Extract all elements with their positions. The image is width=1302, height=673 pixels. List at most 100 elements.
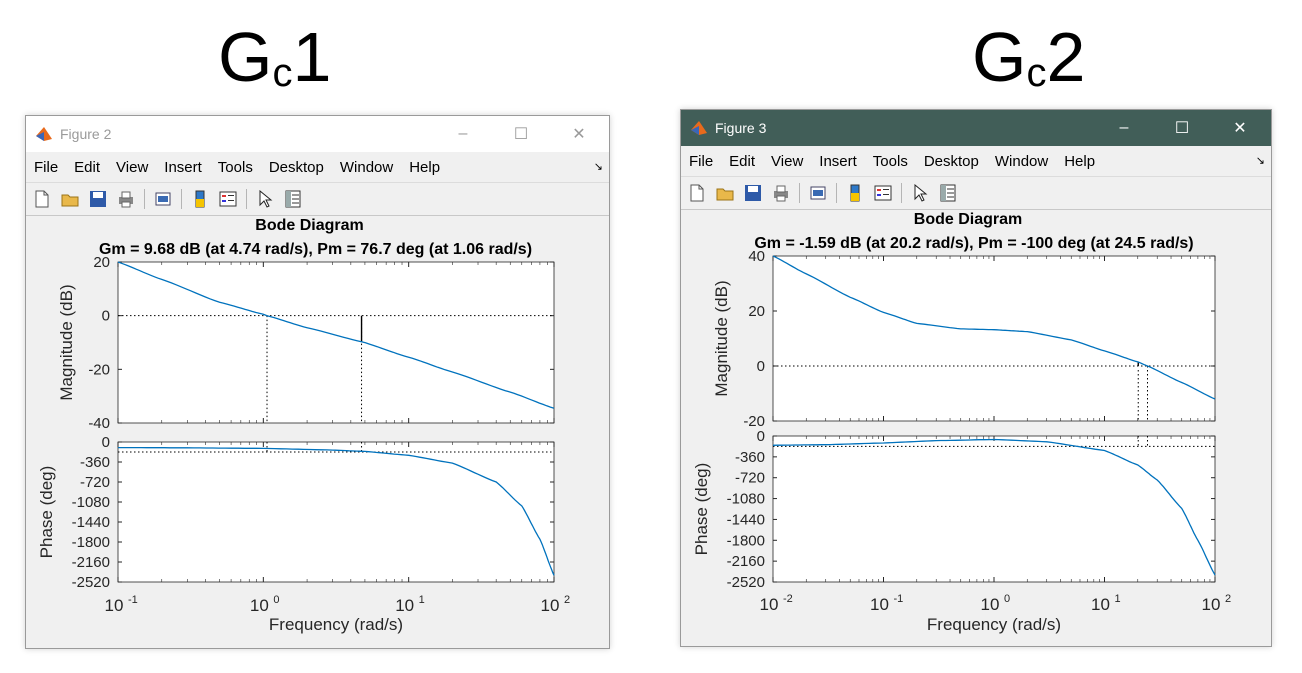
menu-file[interactable]: File [689, 152, 714, 170]
print-preview-icon[interactable] [808, 183, 828, 203]
dock-arrow-icon[interactable]: ↘ [1255, 155, 1265, 167]
xtick-exponent: 2 [564, 594, 570, 606]
phase-ytick-label: -1440 [72, 514, 110, 531]
menu-edit[interactable]: Edit [729, 152, 756, 170]
phase-ytick-label: -360 [735, 449, 765, 466]
xtick-label: 10 [870, 595, 889, 614]
menu-insert[interactable]: Insert [164, 158, 202, 176]
magnitude-ytick-label: 20 [93, 254, 110, 271]
xtick-exponent: -1 [128, 594, 138, 606]
xtick-label: 10 [981, 595, 1000, 614]
xaxis-label: Frequency (rad/s) [927, 615, 1061, 634]
open-folder-icon[interactable] [60, 189, 80, 209]
property-inspector-icon[interactable] [283, 189, 303, 209]
print-icon[interactable] [116, 189, 136, 209]
magnitude-ytick-label: -20 [743, 413, 765, 430]
save-icon[interactable] [88, 189, 108, 209]
menu-window[interactable]: Window [339, 158, 394, 176]
minimize-icon[interactable]: – [1119, 119, 1129, 136]
toolbar-separator [144, 189, 145, 209]
save-icon[interactable] [743, 183, 763, 203]
colorbar-icon[interactable] [845, 183, 865, 203]
open-folder-icon[interactable] [715, 183, 735, 203]
menu-tools[interactable]: Tools [872, 152, 908, 170]
xtick-label: 10 [1202, 595, 1221, 614]
menu-tools[interactable]: Tools [217, 158, 253, 176]
colorbar-icon[interactable] [190, 189, 210, 209]
magnitude-ytick-label: 40 [748, 248, 765, 265]
phase-ytick-label: -1080 [72, 494, 110, 511]
menu-view[interactable]: View [771, 152, 804, 170]
chart-title: Bode Diagram [914, 211, 1022, 228]
phase-ytick-label: -2520 [72, 574, 110, 591]
close-icon[interactable]: ✕ [1233, 120, 1247, 137]
phase-ytick-label: -1800 [72, 534, 110, 551]
close-icon[interactable]: ✕ [572, 126, 586, 143]
menu-edit[interactable]: Edit [74, 158, 101, 176]
menu-desktop[interactable]: Desktop [268, 158, 324, 176]
dock-arrow-icon[interactable]: ↘ [593, 161, 603, 173]
phase-curve [772, 438, 1216, 576]
caption-gc2: Gc2 [972, 22, 1085, 93]
chart-subtitle: Gm = 9.68 dB (at 4.74 rad/s), Pm = 76.7 … [99, 241, 532, 258]
phase-ytick-label: -720 [735, 470, 765, 487]
magnitude-ytick-label: 0 [102, 308, 110, 325]
menu-view[interactable]: View [116, 158, 149, 176]
phase-axes [772, 435, 1216, 583]
caption-gc1-num: 1 [292, 18, 332, 96]
phase-ytick-label: -720 [80, 474, 110, 491]
menu-help[interactable]: Help [1064, 152, 1096, 170]
new-file-icon[interactable] [32, 189, 52, 209]
magnitude-curve [772, 255, 1216, 400]
window-title: Figure 2 [60, 126, 112, 142]
phase-ytick-label: -360 [80, 454, 110, 471]
legend-icon[interactable] [873, 183, 893, 203]
magnitude-ytick-label: 0 [757, 358, 765, 375]
toolbar-separator [836, 183, 837, 203]
pointer-icon[interactable] [910, 183, 930, 203]
title-bar[interactable]: Figure 2 – ☐ ✕ [26, 116, 609, 152]
menu-window[interactable]: Window [994, 152, 1049, 170]
magnitude-ytick-label: -20 [88, 361, 110, 378]
xtick-label: 10 [105, 596, 124, 615]
phase-ytick-label: -2160 [727, 553, 765, 570]
caption-gc1: Gc1 [218, 22, 331, 93]
figure-window-3[interactable]: Figure 3 – ☐ ✕ File Edit View Insert Tools De… [680, 109, 1272, 647]
xtick-exponent: 0 [1004, 593, 1010, 605]
caption-gc1-sub: c [272, 50, 293, 95]
menu-file[interactable]: File [34, 158, 59, 176]
pointer-icon[interactable] [255, 189, 275, 209]
magnitude-ytick-label: 20 [748, 303, 765, 320]
caption-gc2-num: 2 [1046, 18, 1086, 96]
print-icon[interactable] [771, 183, 791, 203]
phase-ytick-label: 0 [757, 428, 765, 445]
title-bar[interactable]: Figure 3 – ☐ ✕ [681, 110, 1271, 146]
phase-ytick-label: -1440 [727, 511, 765, 528]
magnitude-ylabel: Magnitude (dB) [712, 280, 731, 396]
magnitude-axes [117, 261, 555, 424]
matlab-logo-icon [691, 121, 707, 135]
bode-plot: Bode Diagram Gm = 9.68 dB (at 4.74 rad/s)… [37, 217, 570, 634]
caption-gc2-sub: c [1026, 50, 1047, 95]
phase-ytick-label: -1800 [727, 532, 765, 549]
new-file-icon[interactable] [687, 183, 707, 203]
xtick-exponent: -1 [894, 593, 904, 605]
xtick-exponent: 1 [419, 594, 425, 606]
xtick-label: 10 [760, 595, 779, 614]
print-preview-icon[interactable] [153, 189, 173, 209]
phase-ylabel: Phase (deg) [37, 466, 56, 559]
chart-title: Bode Diagram [255, 217, 363, 234]
maximize-icon[interactable]: ☐ [513, 126, 529, 143]
xtick-label: 10 [395, 596, 414, 615]
legend-icon[interactable] [218, 189, 238, 209]
maximize-icon[interactable]: ☐ [1174, 120, 1190, 137]
phase-ytick-label: -2160 [72, 554, 110, 571]
window-title: Figure 3 [715, 120, 767, 136]
minimize-icon[interactable]: – [458, 125, 468, 142]
menu-desktop[interactable]: Desktop [923, 152, 979, 170]
property-inspector-icon[interactable] [938, 183, 958, 203]
menu-insert[interactable]: Insert [819, 152, 857, 170]
figure-window-2[interactable]: Figure 2 – ☐ ✕ File Edit View Insert Tools De… [25, 115, 610, 649]
menu-help[interactable]: Help [409, 158, 441, 176]
menu-bar: File Edit View Insert Tools Desktop Window Help… [26, 152, 609, 183]
